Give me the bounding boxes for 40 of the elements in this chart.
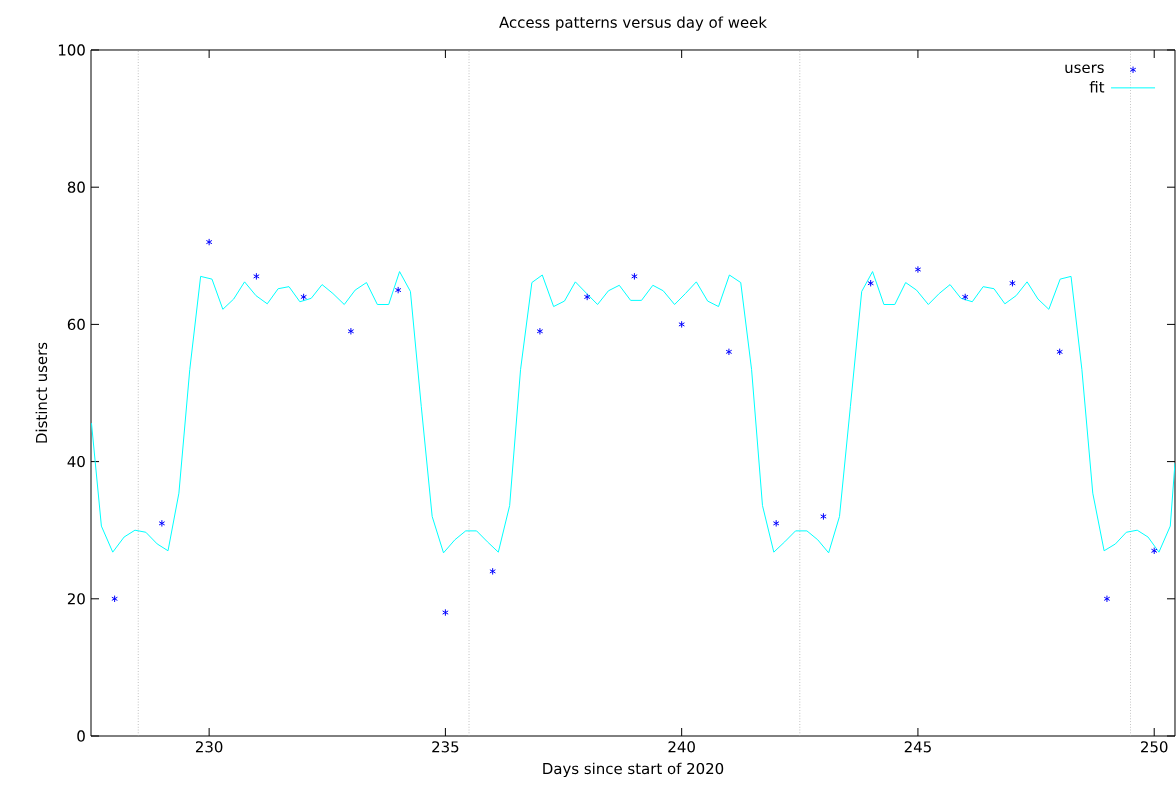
point [1056,348,1063,356]
chart-title: Access patterns versus day of week [499,16,767,31]
point [300,293,307,301]
point [158,519,166,528]
point [536,327,544,335]
point [394,286,402,294]
point [347,327,355,335]
x-tick-label: 235 [432,741,459,753]
point [442,608,449,617]
point [1150,547,1158,555]
point [914,265,922,274]
y-tick-label: 80 [67,181,85,193]
point [253,272,260,281]
x-axis-title: Days since start of 2020 [543,762,724,778]
point [820,512,827,521]
point [867,279,874,287]
legend-label: fit [1089,81,1105,93]
legend-label: users [1065,64,1104,74]
y-tick-label: 40 [67,455,85,468]
x-tick-label: 230 [195,741,223,753]
point [583,293,591,301]
y-tick-label: 60 [67,318,85,331]
point [489,567,496,576]
x-tick-label: 245 [904,741,931,753]
point [678,320,685,329]
x-tick-label: 240 [668,741,695,753]
point [1103,595,1111,603]
point [205,238,213,246]
x-tick-label: 250 [1141,741,1168,753]
y-tick-label: 100 [58,44,85,56]
y-axis-title: Distinct users [35,342,48,443]
point [725,348,733,356]
y-tick-label: 20 [67,593,85,605]
point [111,595,118,603]
line-series [91,271,1175,554]
point [1009,279,1016,287]
point [631,272,638,281]
y-tick-label: 0 [77,730,85,742]
point [961,293,969,301]
point [772,519,780,528]
